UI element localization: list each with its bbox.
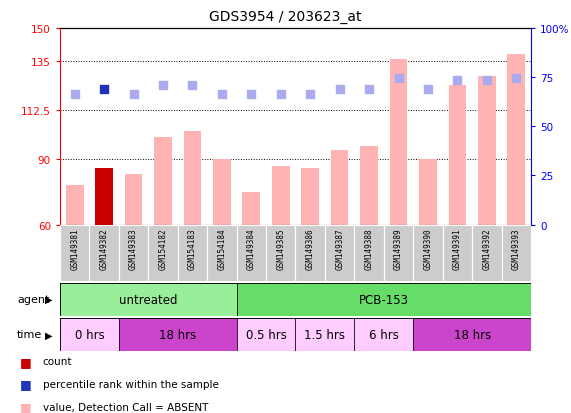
Text: GSM149381: GSM149381	[70, 228, 79, 269]
Bar	[154, 138, 172, 225]
Text: GSM154182: GSM154182	[159, 228, 167, 269]
FancyBboxPatch shape	[501, 225, 531, 281]
Bar	[331, 151, 348, 225]
Point	[512, 76, 521, 82]
Bar	[236, 318, 296, 351]
Text: time: time	[17, 330, 42, 339]
FancyBboxPatch shape	[472, 225, 501, 281]
Text: 1.5 hrs: 1.5 hrs	[304, 328, 345, 341]
Point	[70, 91, 79, 97]
Point	[335, 87, 344, 93]
Text: 0.5 hrs: 0.5 hrs	[246, 328, 287, 341]
Bar	[360, 147, 378, 225]
FancyBboxPatch shape	[207, 225, 236, 281]
Bar	[419, 160, 437, 225]
Text: GSM154183: GSM154183	[188, 228, 197, 269]
Bar	[119, 318, 236, 351]
Text: GSM149388: GSM149388	[365, 228, 373, 269]
Text: GSM149384: GSM149384	[247, 228, 256, 269]
FancyBboxPatch shape	[90, 225, 119, 281]
Text: GSM149390: GSM149390	[424, 228, 432, 269]
Bar	[213, 160, 231, 225]
Bar	[508, 55, 525, 225]
Text: count: count	[43, 356, 73, 366]
Bar	[95, 169, 113, 225]
Text: ▶: ▶	[45, 330, 53, 339]
Text: 6 hrs: 6 hrs	[369, 328, 399, 341]
Text: GSM149392: GSM149392	[482, 228, 492, 269]
Point	[188, 82, 197, 89]
Point	[424, 87, 433, 93]
Text: ■: ■	[20, 355, 32, 368]
Text: 18 hrs: 18 hrs	[159, 328, 196, 341]
FancyBboxPatch shape	[325, 225, 355, 281]
FancyBboxPatch shape	[266, 225, 296, 281]
Text: value, Detection Call = ABSENT: value, Detection Call = ABSENT	[43, 402, 208, 412]
Bar	[60, 318, 119, 351]
FancyBboxPatch shape	[148, 225, 178, 281]
Point	[218, 91, 227, 97]
Text: GDS3954 / 203623_at: GDS3954 / 203623_at	[209, 10, 362, 24]
Text: 18 hrs: 18 hrs	[453, 328, 490, 341]
Text: 0 hrs: 0 hrs	[75, 328, 104, 341]
FancyBboxPatch shape	[178, 225, 207, 281]
FancyBboxPatch shape	[355, 225, 384, 281]
Text: GSM149386: GSM149386	[305, 228, 315, 269]
Text: GSM149383: GSM149383	[129, 228, 138, 269]
FancyBboxPatch shape	[384, 225, 413, 281]
Point	[482, 78, 492, 85]
FancyBboxPatch shape	[119, 225, 148, 281]
Point	[99, 87, 108, 93]
Bar	[413, 318, 531, 351]
FancyBboxPatch shape	[296, 225, 325, 281]
Text: GSM154184: GSM154184	[218, 228, 226, 269]
Point	[129, 91, 138, 97]
Text: GSM149385: GSM149385	[276, 228, 286, 269]
Text: GSM149389: GSM149389	[394, 228, 403, 269]
Bar	[296, 318, 355, 351]
Point	[247, 91, 256, 97]
Bar	[124, 175, 142, 225]
Bar	[60, 283, 236, 316]
Point	[364, 87, 373, 93]
Point	[394, 76, 403, 82]
Point	[453, 78, 462, 85]
Point	[276, 91, 286, 97]
Bar	[236, 283, 531, 316]
Bar	[66, 186, 83, 225]
Bar	[355, 318, 413, 351]
Text: GSM149391: GSM149391	[453, 228, 462, 269]
Text: GSM149387: GSM149387	[335, 228, 344, 269]
Bar	[478, 77, 496, 225]
Bar	[184, 131, 202, 225]
Text: GSM149382: GSM149382	[99, 228, 108, 269]
FancyBboxPatch shape	[443, 225, 472, 281]
Text: percentile rank within the sample: percentile rank within the sample	[43, 379, 219, 389]
Text: ▶: ▶	[45, 294, 53, 304]
Text: ■: ■	[20, 377, 32, 391]
Text: agent: agent	[17, 294, 50, 304]
Bar	[272, 166, 289, 225]
Text: ■: ■	[20, 400, 32, 413]
FancyBboxPatch shape	[413, 225, 443, 281]
Point	[305, 91, 315, 97]
Text: PCB-153: PCB-153	[359, 293, 409, 306]
Point	[158, 82, 167, 89]
Bar	[449, 85, 467, 225]
FancyBboxPatch shape	[60, 225, 90, 281]
Bar	[301, 169, 319, 225]
Bar	[389, 59, 407, 225]
Text: untreated: untreated	[119, 293, 178, 306]
FancyBboxPatch shape	[236, 225, 266, 281]
Text: GSM149393: GSM149393	[512, 228, 521, 269]
Bar	[243, 192, 260, 225]
